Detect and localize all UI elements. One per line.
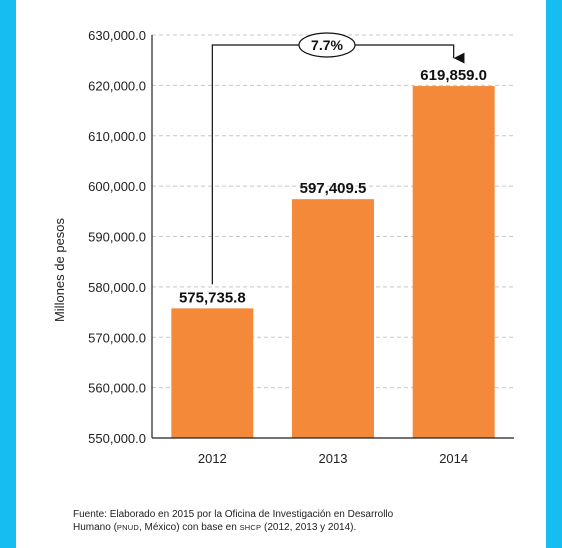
axes: 550,000.0 560,000.0 570,000.0 580,000.0 590,… [88,28,514,466]
y-tick-label: 600,000.0 [88,179,146,194]
data-labels: 575,735.8 597,409.5 619,859.0 [179,67,487,306]
x-tick-label: 2014 [439,451,468,466]
y-tick-label: 570,000.0 [88,330,146,345]
growth-annotation: 7.7% [211,32,465,285]
source-pnud: PNUD [116,523,139,532]
x-tick-label: 2013 [319,451,348,466]
y-tick-label: 630,000.0 [88,28,146,43]
data-label: 597,409.5 [300,180,367,197]
y-axis-label: Millones de pesos [52,217,67,322]
bars [171,86,495,438]
bar-2014 [412,86,495,438]
y-tick-label: 580,000.0 [88,280,146,295]
y-tick-label: 610,000.0 [88,129,146,144]
data-label: 619,859.0 [420,67,487,84]
source-text-a: Humano ( [73,522,117,533]
y-tick-label: 590,000.0 [88,230,146,245]
source-line-1: Fuente: Elaborado en 2015 por la Oficina… [73,509,394,520]
growth-label: 7.7% [311,37,343,53]
data-label: 575,735.8 [179,289,246,306]
x-tick-label: 2012 [198,451,227,466]
bar-2012 [171,308,254,438]
y-tick-label: 560,000.0 [88,381,146,396]
bar-2013 [292,199,374,438]
source-note: Fuente: Elaborado en 2015 por la Oficina… [73,508,533,534]
source-text-c: (2012, 2013 y 2014). [261,522,357,533]
source-line-2: Humano (PNUD, México) con base en SHCP (… [73,521,533,534]
source-shcp: SHCP [239,523,262,532]
y-tick-label: 620,000.0 [88,78,146,93]
growth-badge [298,32,356,58]
source-text-b: , México) con base en [138,522,240,533]
y-tick-label: 550,000.0 [88,431,146,446]
